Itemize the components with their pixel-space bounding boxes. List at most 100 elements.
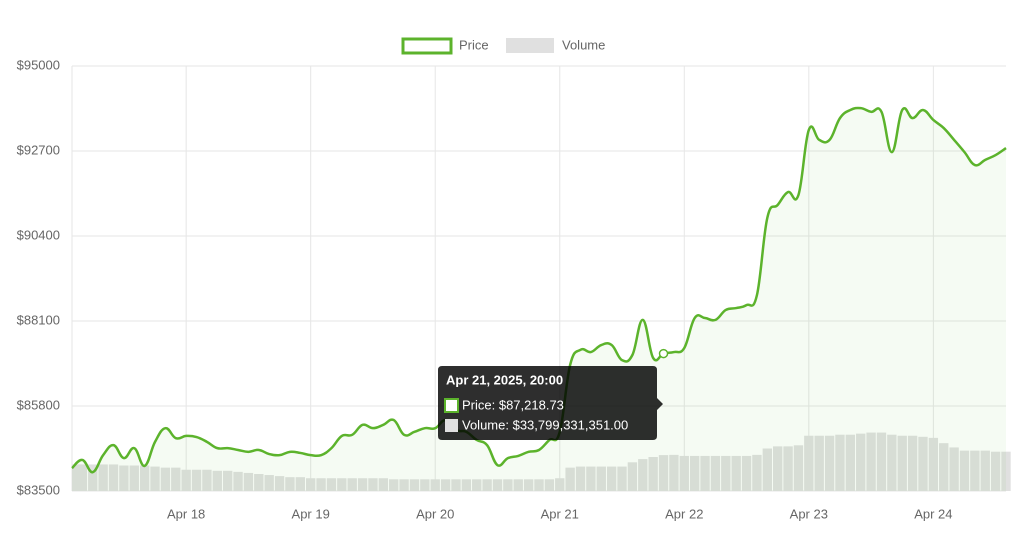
volume-bar — [990, 451, 1001, 491]
volume-bar — [949, 447, 959, 491]
volume-bar — [150, 466, 160, 491]
volume-bar — [492, 479, 503, 491]
volume-bar — [669, 454, 679, 491]
y-tick-label: $95000 — [17, 57, 60, 72]
volume-bar — [171, 467, 181, 491]
tooltip-title: Apr 21, 2025, 20:00 — [446, 372, 563, 387]
grid: $83500 $85800 $88100 $90400 $92700 $95000 Apr … — [17, 57, 1006, 521]
volume-bar — [1001, 451, 1011, 491]
volume-bar — [575, 466, 586, 491]
volume-bar — [285, 477, 295, 491]
x-tick-label: Apr 20 — [416, 506, 454, 521]
legend-swatch — [506, 38, 554, 53]
tooltip: Apr 21, 2025, 20:00 Price: $87,218.73 Vo… — [438, 366, 663, 440]
volume-bar — [503, 479, 513, 491]
volume-bar — [907, 435, 918, 491]
volume-bar — [586, 466, 596, 491]
volume-bar — [959, 450, 970, 491]
legend-label: Volume — [562, 37, 605, 52]
volume-bar — [555, 478, 565, 491]
volume-bar — [773, 446, 783, 491]
volume-bar — [254, 474, 264, 491]
volume-bar — [970, 450, 980, 491]
volume-bar — [928, 437, 939, 491]
volume-bar — [741, 455, 752, 491]
volume-bar — [513, 479, 523, 491]
volume-bar — [544, 479, 555, 491]
volume-bar — [658, 455, 669, 491]
volume-bar — [399, 479, 409, 491]
legend: Price Volume — [401, 37, 605, 55]
volume-bar — [357, 478, 368, 491]
volume-bar — [191, 469, 202, 491]
y-tick-label: $90400 — [17, 227, 60, 242]
x-tick-label: Apr 24 — [914, 506, 952, 521]
volume-bar — [139, 465, 150, 491]
volume-bar — [534, 479, 544, 491]
volume-bar — [77, 464, 88, 491]
volume-bar — [596, 466, 606, 491]
volume-bar — [783, 446, 793, 491]
y-tick-label: $83500 — [17, 482, 60, 497]
x-tick-label: Apr 21 — [541, 506, 579, 521]
legend-label: Price — [459, 37, 489, 52]
volume-bar — [731, 455, 741, 491]
volume-bar — [565, 467, 575, 491]
tooltip-line: Volume: $33,799,331,351.00 — [462, 417, 628, 432]
volume-bar — [430, 479, 440, 491]
volume-bar — [160, 467, 171, 491]
volume-bar — [222, 470, 233, 491]
volume-bar — [617, 466, 627, 491]
volume-bar — [88, 464, 98, 491]
y-tick-label: $85800 — [17, 397, 60, 412]
volume-bar — [606, 466, 617, 491]
volume-bar — [337, 478, 347, 491]
tooltip-line: Price: $87,218.73 — [462, 397, 564, 412]
volume-bar — [793, 445, 804, 491]
x-tick-label: Apr 19 — [292, 506, 330, 521]
volume-bar — [980, 450, 990, 491]
volume-bar — [440, 479, 451, 491]
price-line — [71, 106, 1007, 474]
volume-bar — [887, 434, 897, 491]
volume-bar — [762, 448, 772, 491]
volume-bar — [638, 459, 648, 491]
volume-bar — [306, 478, 316, 491]
volume-bar — [264, 475, 274, 491]
volume-bar — [108, 464, 119, 491]
volume-bar — [409, 479, 420, 491]
volume-bar — [689, 455, 700, 491]
volume-bar — [378, 478, 389, 491]
x-tick-label: Apr 18 — [167, 506, 205, 521]
price-line — [71, 106, 1007, 491]
volume-bar — [835, 434, 845, 491]
volume-bar — [627, 462, 638, 491]
tooltip-swatch — [445, 419, 458, 432]
volume-bar — [98, 464, 108, 491]
volume-bar — [389, 479, 399, 491]
volume-bar — [472, 479, 482, 491]
tooltip-swatch — [444, 398, 459, 413]
volume-bar — [824, 435, 835, 491]
volume-bar — [129, 465, 139, 491]
volume-bar — [202, 469, 212, 491]
volume-bar — [897, 435, 907, 491]
hover-point — [658, 348, 669, 359]
x-tick-label: Apr 22 — [665, 506, 703, 521]
volume-bar — [679, 455, 689, 491]
volume-bar — [212, 470, 222, 491]
volume-bar — [347, 478, 357, 491]
y-tick-label: $88100 — [17, 312, 60, 327]
volume-bar — [710, 455, 721, 491]
volume-bar — [482, 479, 492, 491]
volume-bar — [700, 455, 710, 491]
volume-bar — [845, 434, 856, 491]
volume-bar — [233, 471, 243, 491]
volume-bar — [119, 465, 129, 491]
price-area — [72, 107, 1006, 491]
volume-bar — [451, 479, 461, 491]
volume-bar — [918, 436, 928, 491]
volume-bar — [72, 464, 82, 491]
volume-bar — [461, 479, 472, 491]
volume-bar — [814, 435, 824, 491]
